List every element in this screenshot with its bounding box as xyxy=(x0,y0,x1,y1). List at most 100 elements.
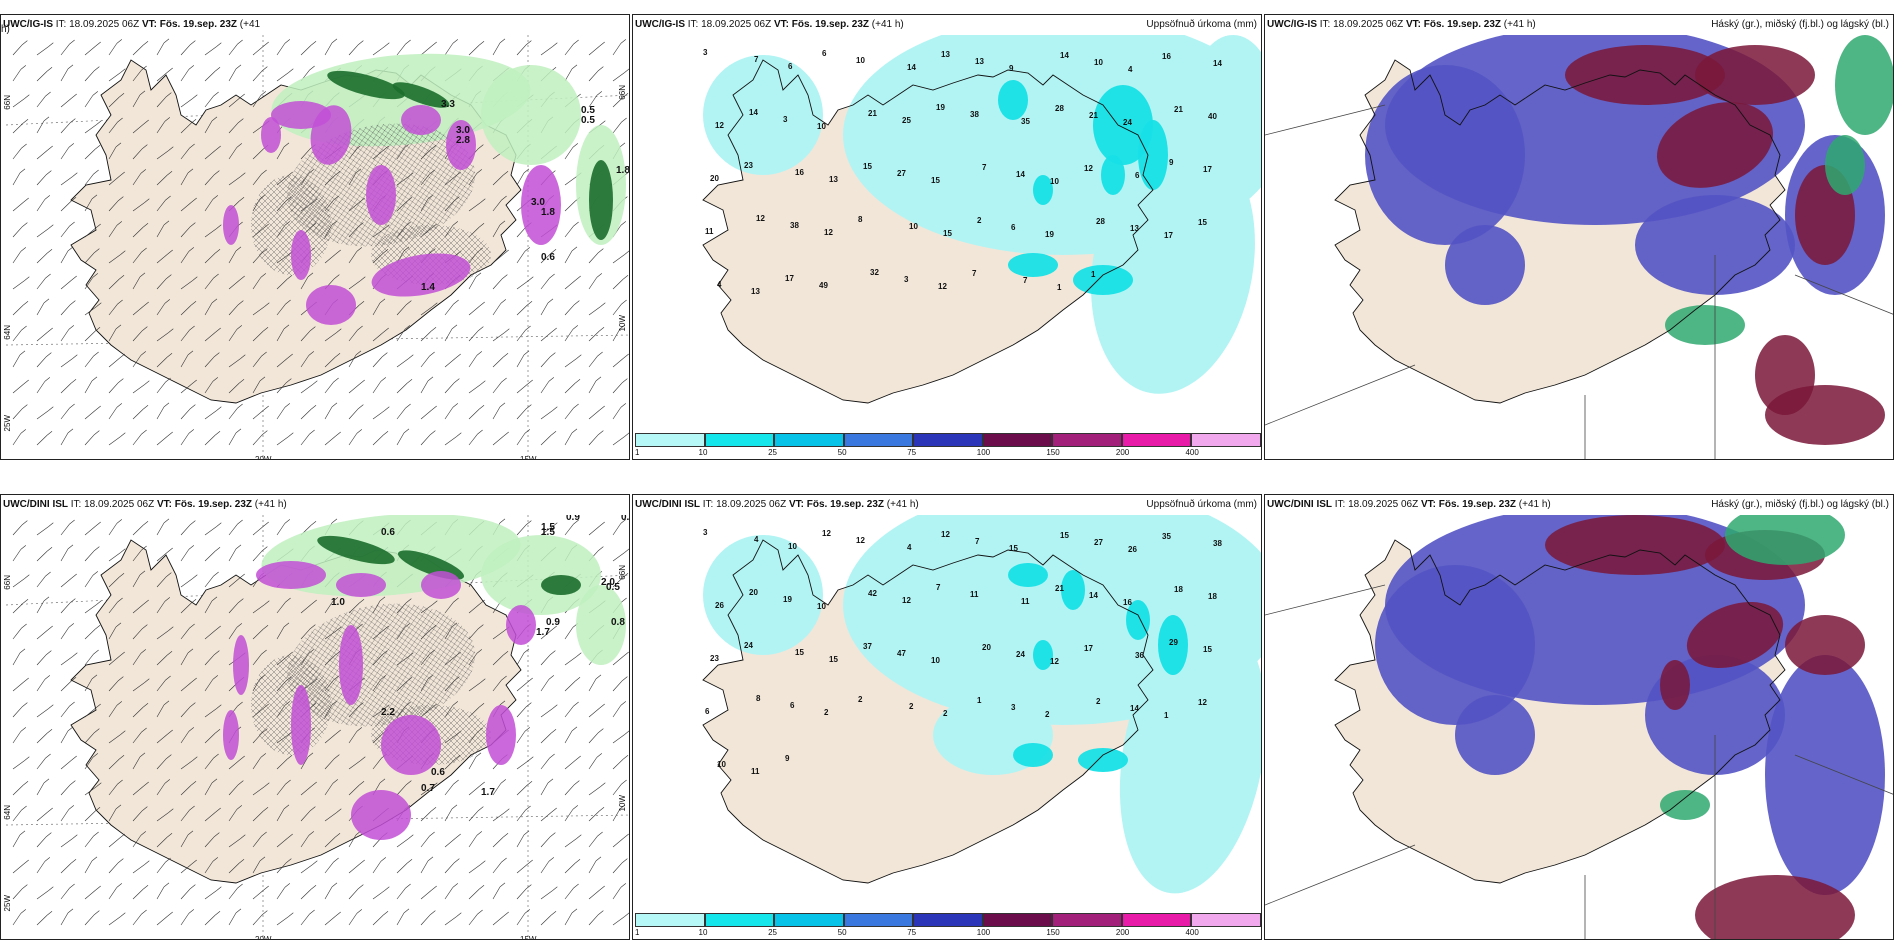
wind-barb-feather xyxy=(116,701,123,706)
wind-barb xyxy=(564,383,576,394)
wind-barb-feather xyxy=(168,146,174,152)
wind-barb-feather xyxy=(574,379,581,384)
wind-barb xyxy=(108,436,121,446)
wind-barb xyxy=(324,42,333,56)
wind-barb xyxy=(84,124,97,134)
precip-value-label: 2 xyxy=(909,702,914,711)
wind-barb xyxy=(516,834,525,848)
wind-barb-feather xyxy=(70,598,76,603)
wind-barb-feather xyxy=(94,430,100,435)
wind-barb-feather xyxy=(479,599,485,605)
wind-barb-feather xyxy=(46,832,52,837)
lon-label: 15W xyxy=(520,935,537,940)
wind-barb-feather xyxy=(189,143,195,149)
wind-barb-feather xyxy=(552,886,558,892)
rain-light xyxy=(576,585,626,665)
wind-barb-feather xyxy=(406,379,413,384)
wind-barb xyxy=(540,435,552,446)
wind-barb-feather xyxy=(22,520,28,525)
wind-value-label: 0.8 xyxy=(611,617,625,628)
wind-barb xyxy=(12,706,23,718)
panel-dini-precip: 3 4 10 12 12 4 12 7 15 15 27 26 35 38 26 20 19 10 42 12 7 11 1… xyxy=(632,494,1262,940)
precip-value-label: 24 xyxy=(744,641,753,650)
wind-barb-feather xyxy=(308,831,315,836)
wind-barb-feather xyxy=(168,626,174,632)
hatch-area xyxy=(251,655,331,755)
wind-barb xyxy=(108,72,121,82)
precip-fill xyxy=(703,15,1261,394)
wind-value-label: 1.8 xyxy=(616,165,630,176)
precip-medium xyxy=(1008,253,1058,277)
panel-igis-cloud: UWC/IG-IS IT: 18.09.2025 06Z VT: Fös. 19… xyxy=(1264,14,1894,460)
wind-barb xyxy=(276,887,286,900)
wind-barb xyxy=(516,305,528,316)
colorbar-swatch xyxy=(774,913,844,927)
wind-barb xyxy=(564,147,574,160)
wind-barb-feather xyxy=(430,430,436,435)
wind-barb-feather xyxy=(94,145,101,150)
precip-value-label: 15 xyxy=(943,229,952,238)
wind-barb-feather xyxy=(620,221,627,226)
wind-barb xyxy=(588,434,599,446)
wind-barb xyxy=(204,253,216,264)
wind-barb-feather xyxy=(191,379,197,385)
wind-barb-feather xyxy=(261,649,267,655)
rain-light xyxy=(481,535,601,615)
wind-barb xyxy=(108,357,120,368)
wind-barb-feather xyxy=(44,675,51,680)
wind-barb xyxy=(612,552,625,562)
wind-barb xyxy=(492,381,502,394)
wind-barb-feather xyxy=(355,350,362,356)
wind-barb xyxy=(372,302,381,316)
wind-barb xyxy=(84,575,94,588)
wind-barb xyxy=(228,602,239,614)
wind-barb-feather xyxy=(93,169,99,175)
wind-barb-feather xyxy=(191,859,197,865)
wind-barb xyxy=(204,757,214,770)
wind-barb xyxy=(204,575,214,588)
precip-colorbar: 1 10 25 50 75 100 150 200 400 xyxy=(635,913,1261,937)
wind-barb xyxy=(564,329,574,342)
wind-barb xyxy=(84,653,94,666)
wind-barb xyxy=(228,383,240,394)
wind-barb xyxy=(156,886,165,900)
wind-barb xyxy=(540,46,553,56)
wind-barb xyxy=(132,731,142,744)
wind-barb xyxy=(12,172,21,186)
wind-barb xyxy=(468,355,478,368)
wind-barb-feather xyxy=(144,198,150,204)
wind-barb xyxy=(180,172,189,186)
hatch-area xyxy=(286,603,476,727)
wind-barb-feather xyxy=(22,301,29,306)
wind-barb xyxy=(372,46,385,56)
wind-barb-feather xyxy=(501,195,507,201)
precip-value-label: 12 xyxy=(822,529,831,538)
wind-barb-feather xyxy=(94,807,101,812)
wind-barb-feather xyxy=(165,857,171,863)
wind-barb xyxy=(348,354,357,368)
wind-barb-feather xyxy=(310,326,316,331)
wind-barb-feather xyxy=(261,169,267,175)
precip-value-label: 13 xyxy=(751,287,760,296)
wind-barb-feather xyxy=(620,519,627,524)
wind-barb-feather xyxy=(430,327,437,332)
wind-barb xyxy=(228,250,237,264)
wind-barb-feather xyxy=(550,352,556,357)
wind-barb-feather xyxy=(452,701,459,706)
wind-barb xyxy=(84,409,96,420)
wind-barb xyxy=(468,889,480,900)
wind-barb xyxy=(204,149,216,160)
wind-barb xyxy=(420,409,432,420)
snow-blob xyxy=(310,105,352,165)
wind-barb-feather xyxy=(526,702,532,707)
wind-barb-feather xyxy=(164,299,171,304)
wind-barb xyxy=(60,176,73,186)
precip-value-label: 42 xyxy=(868,589,877,598)
wind-barb xyxy=(444,862,455,874)
wind-barb-feather xyxy=(598,546,604,551)
wind-barb-feather xyxy=(142,326,148,331)
wind-barb-feather xyxy=(262,430,268,435)
wind-barb-feather xyxy=(216,42,222,48)
wind-barb xyxy=(420,45,432,56)
wind-barb-feather xyxy=(48,406,54,412)
